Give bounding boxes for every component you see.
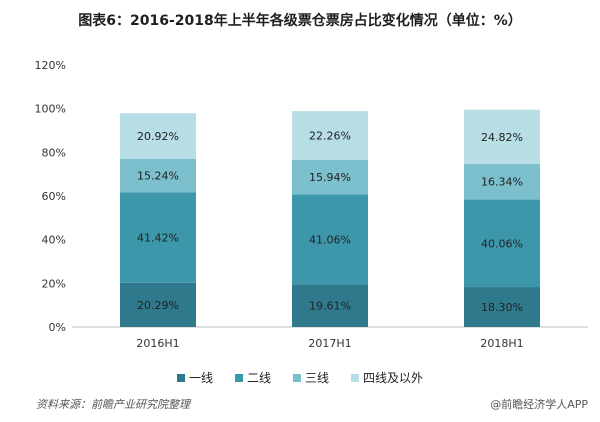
legend-swatch	[176, 373, 185, 382]
legend-item: 二线	[234, 369, 271, 386]
legend-swatch	[351, 373, 360, 382]
data-label: 41.06%	[309, 233, 351, 246]
y-tick-label: 80%	[42, 146, 66, 159]
bar-segment	[292, 159, 368, 195]
x-tick-label: 2018H1	[480, 337, 523, 350]
legend-label: 四线及以外	[363, 371, 424, 385]
source-note: 资料来源：前瞻产业研究院整理	[36, 398, 190, 411]
y-tick-label: 20%	[42, 277, 66, 290]
y-tick-label: 0%	[49, 321, 66, 334]
bar-segment	[120, 113, 196, 159]
data-label: 15.94%	[309, 171, 351, 184]
legend-swatch	[293, 373, 301, 382]
legend-label: 三线	[305, 371, 330, 385]
chart-title: 图表6：2016-2018年上半年各级票仓票房占比变化情况（单位：%）	[78, 13, 522, 29]
data-label: 22.26%	[309, 129, 351, 142]
bar-segment	[464, 199, 540, 288]
y-tick-label: 40%	[42, 234, 66, 247]
brand-note: @前瞻经济学人APP	[490, 398, 588, 411]
bar-segment	[464, 109, 540, 164]
x-tick-label: 2017H1	[308, 337, 351, 350]
data-label: 15.24%	[137, 170, 179, 183]
bar-segment	[292, 111, 368, 160]
legend-label: 二线	[246, 371, 271, 385]
data-label: 18.30%	[481, 301, 523, 314]
y-tick-label: 120%	[35, 59, 66, 72]
data-label: 24.82%	[481, 131, 523, 144]
data-label: 40.06%	[481, 237, 523, 250]
bar-segment	[464, 163, 540, 200]
bar-segment	[120, 192, 196, 283]
bar-segment	[120, 282, 196, 327]
legend-item: 三线	[293, 369, 329, 386]
data-label: 20.29%	[137, 299, 179, 312]
bar-segment	[464, 287, 540, 327]
bar-segment	[120, 158, 196, 193]
legend-item: 一线	[176, 369, 213, 386]
legend-item: 四线及以外	[351, 369, 423, 386]
y-tick-label: 60%	[42, 190, 66, 203]
legend-label: 一线	[188, 371, 213, 385]
data-label: 20.92%	[137, 130, 179, 143]
y-tick-label: 100%	[35, 103, 66, 116]
data-label: 19.61%	[309, 300, 351, 313]
legend-swatch	[234, 373, 243, 382]
x-tick-label: 2016H1	[136, 337, 179, 350]
data-label: 16.34%	[481, 176, 523, 189]
chart-legend: 一线 二线 三线 四线及以外	[0, 369, 600, 386]
bar-segment	[292, 284, 368, 327]
data-label: 41.42%	[137, 231, 179, 244]
bar-segment	[292, 194, 368, 285]
